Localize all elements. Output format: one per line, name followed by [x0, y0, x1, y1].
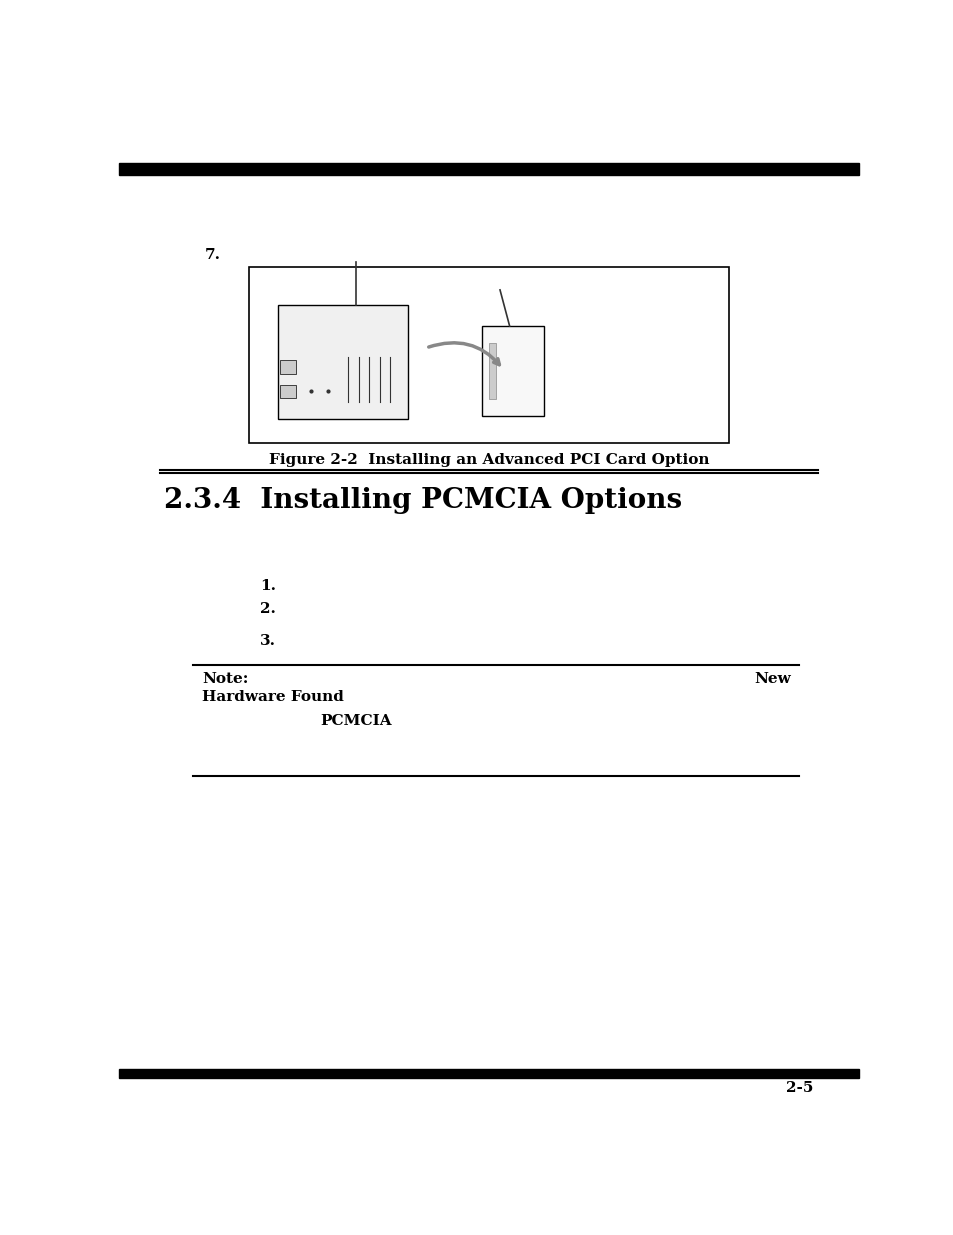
- Text: 3.: 3.: [259, 634, 275, 648]
- Text: 7.: 7.: [204, 248, 220, 262]
- Text: Figure 2-2  Installing an Advanced PCI Card Option: Figure 2-2 Installing an Advanced PCI Ca…: [269, 453, 708, 467]
- Text: New: New: [753, 672, 790, 685]
- Bar: [119, 1068, 858, 1078]
- Bar: [249, 267, 728, 443]
- Bar: [488, 343, 496, 399]
- Text: PCMCIA: PCMCIA: [319, 714, 392, 727]
- Text: Note:: Note:: [202, 672, 248, 685]
- Text: Hardware Found: Hardware Found: [202, 690, 344, 704]
- Bar: [279, 361, 295, 373]
- Bar: [119, 163, 858, 175]
- Text: 2-5: 2-5: [785, 1081, 812, 1094]
- Text: 1.: 1.: [259, 579, 275, 593]
- Bar: [481, 326, 544, 416]
- Bar: [278, 305, 407, 419]
- Text: 2.: 2.: [259, 603, 275, 616]
- Bar: [279, 385, 295, 399]
- Text: 2.3.4  Installing PCMCIA Options: 2.3.4 Installing PCMCIA Options: [164, 487, 681, 514]
